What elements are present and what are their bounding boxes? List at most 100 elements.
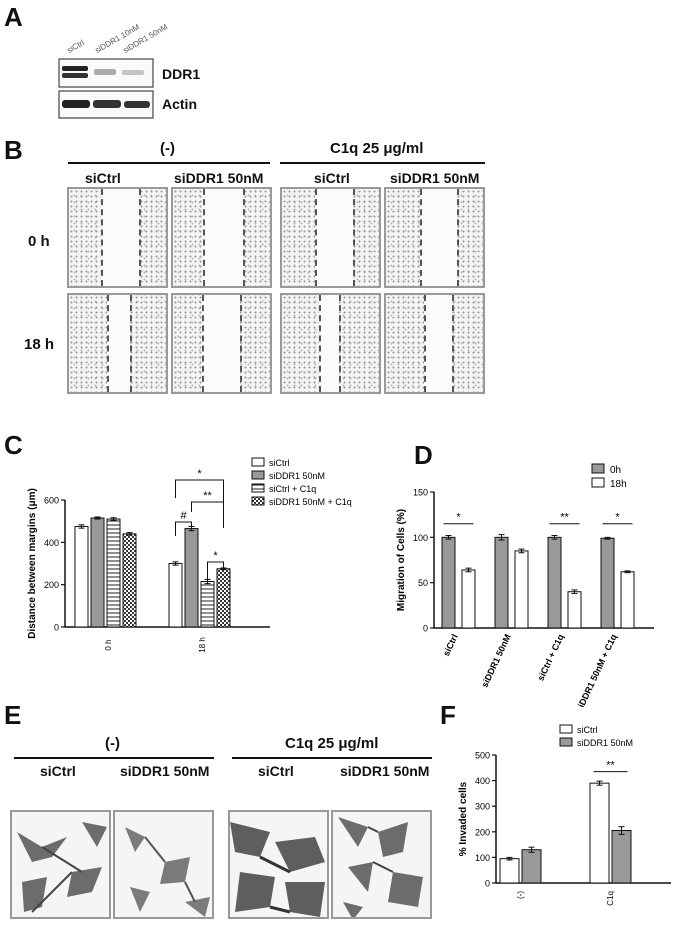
chart-d-legend-swatch <box>591 463 605 474</box>
chart-c-bar <box>90 517 105 628</box>
chart-d-y-tick-label: 150 <box>413 488 428 498</box>
scratch-image-siddr1-c1q-0h <box>384 187 485 288</box>
chart-f-legend-swatch <box>559 737 573 747</box>
chart-c-significance-bracket <box>207 561 224 580</box>
chart-c: 0 200 400 600 Distance between margins (μm) 0… <box>27 457 352 653</box>
time-label-18h: 18 h <box>24 336 55 353</box>
invasion-image-siddr1 <box>113 810 214 919</box>
invasion-image-sictrl <box>10 810 111 919</box>
chart-d-y-label: Migration of Cells (%) <box>396 509 407 611</box>
chart-c-y-tick-label: 600 <box>44 496 59 506</box>
chart-d-bar <box>567 591 582 629</box>
chart-d-legend-label: 18h <box>610 479 627 490</box>
scratch-image-sictrl-18h <box>67 293 168 394</box>
chart-c-bar <box>200 580 215 628</box>
cond-label-4: siDDR1 50nM <box>390 170 480 186</box>
chart-d-bar <box>620 571 635 629</box>
chart-d-significance-label: * <box>615 512 620 524</box>
chart-c-legend-label: siDDR1 50nM <box>269 471 325 481</box>
chart-f-y-tick-label: 500 <box>475 751 490 761</box>
chart-f-y-tick-label: 300 <box>475 802 490 812</box>
scratch-image-sictrl-c1q-18h <box>280 293 381 394</box>
time-label-0h: 0 h <box>28 233 50 250</box>
e-group-none-label: (-) <box>105 735 120 752</box>
ddr1-label: DDR1 <box>162 66 201 82</box>
chart-c-significance-bracket <box>175 479 224 508</box>
chart-f-bar <box>611 830 632 884</box>
chart-c-bar <box>106 518 121 628</box>
chart-c-legend-swatch <box>251 496 265 506</box>
chart-c-legend-label: siCtrl <box>269 458 290 468</box>
chart-c-bar <box>168 563 183 628</box>
chart-d-bar <box>461 569 476 629</box>
chart-f-y-tick-label: 100 <box>475 853 490 863</box>
chart-d-bar <box>441 536 456 629</box>
chart-c-legend-label: siDDR1 50nM + C1q <box>269 497 352 507</box>
chart-d-bar <box>514 550 529 629</box>
actin-label: Actin <box>162 96 197 112</box>
chart-c-legend-label: siCtrl + C1q <box>269 484 316 494</box>
chart-c-significance-bracket <box>175 521 192 536</box>
chart-f-x-tick-label: C1q <box>606 891 615 906</box>
e-cond-label-4: siDDR1 50nM <box>340 763 430 779</box>
e-group-none-line <box>14 757 214 759</box>
chart-d-y-tick-label: 50 <box>418 578 428 588</box>
chart-c-x-tick-label: 0 h <box>104 639 113 650</box>
chart-c-bar <box>216 568 231 628</box>
chart-c-significance-bracket <box>191 501 224 528</box>
chart-c-y-label: Distance between margins (μm) <box>27 488 38 639</box>
chart-c-legend-swatch <box>251 457 265 467</box>
chart-c-significance-label: # <box>180 510 187 522</box>
chart-d-y-tick-label: 0 <box>423 624 428 634</box>
cond-label-2: siDDR1 50nM <box>174 170 264 186</box>
chart-d-y-tick-label: 100 <box>413 533 428 543</box>
chart-d-bar <box>600 537 615 629</box>
chart-d: 0 50 100 150 Migration of Cells (%) siCtrl siD… <box>396 463 654 707</box>
e-cond-label-3: siCtrl <box>258 763 294 779</box>
chart-f: 0 100 200 300 400 500 % Invaded cells (-) C1q ** s… <box>458 724 671 906</box>
chart-d-legend-label: 0h <box>610 465 621 476</box>
group-c1q-line <box>280 162 485 164</box>
chart-d-significance-label: * <box>456 512 461 524</box>
chart-f-y-tick-label: 400 <box>475 776 490 786</box>
cond-label-1: siCtrl <box>85 170 121 186</box>
chart-d-bar <box>547 536 562 629</box>
panel-f-letter: F <box>440 700 456 730</box>
chart-f-x-tick-label: (-) <box>516 891 525 899</box>
chart-f-significance-label: ** <box>606 760 615 772</box>
chart-d-x-tick-label: siDDR1 50nM + C1q <box>574 633 619 707</box>
panel-c-letter: C <box>4 430 23 460</box>
chart-f-bar <box>499 858 520 884</box>
invasion-image-siddr1-c1q <box>331 810 432 919</box>
chart-f-y-tick-label: 0 <box>485 879 490 889</box>
panel-d-letter: D <box>414 440 433 470</box>
chart-d-x-tick-label: siCtrl + C1q <box>536 633 566 683</box>
e-group-c1q-line <box>232 757 432 759</box>
e-cond-label-1: siCtrl <box>40 763 76 779</box>
chart-c-x-tick-label: 18 h <box>198 637 207 653</box>
group-none-line <box>68 162 270 164</box>
chart-c-significance-label: * <box>213 550 218 562</box>
chart-f-bar <box>589 782 610 884</box>
chart-c-bar <box>184 528 199 628</box>
chart-c-bar <box>122 533 137 628</box>
chart-d-x-tick-label: siDDR1 50nM <box>479 633 512 689</box>
chart-f-bar <box>521 849 542 884</box>
scratch-image-sictrl-0h <box>67 187 168 288</box>
invasion-image-sictrl-c1q <box>228 810 329 919</box>
group-none-label: (-) <box>160 140 175 157</box>
chart-d-bar <box>494 536 509 629</box>
chart-f-legend-label: siDDR1 50nM <box>577 738 633 748</box>
scratch-image-siddr1-c1q-18h <box>384 293 485 394</box>
chart-c-y-tick-label: 0 <box>54 623 59 633</box>
cond-label-3: siCtrl <box>314 170 350 186</box>
chart-c-significance-label: ** <box>203 490 212 502</box>
chart-c-y-tick-label: 200 <box>44 580 59 590</box>
chart-f-y-tick-label: 200 <box>475 827 490 837</box>
panel-a-letter: A <box>4 2 23 32</box>
chart-c-significance-label: * <box>197 468 202 480</box>
chart-f-legend-swatch <box>559 724 573 734</box>
e-cond-label-2: siDDR1 50nM <box>120 763 210 779</box>
chart-f-y-label: % Invaded cells <box>458 781 469 856</box>
chart-c-bar <box>74 525 89 628</box>
